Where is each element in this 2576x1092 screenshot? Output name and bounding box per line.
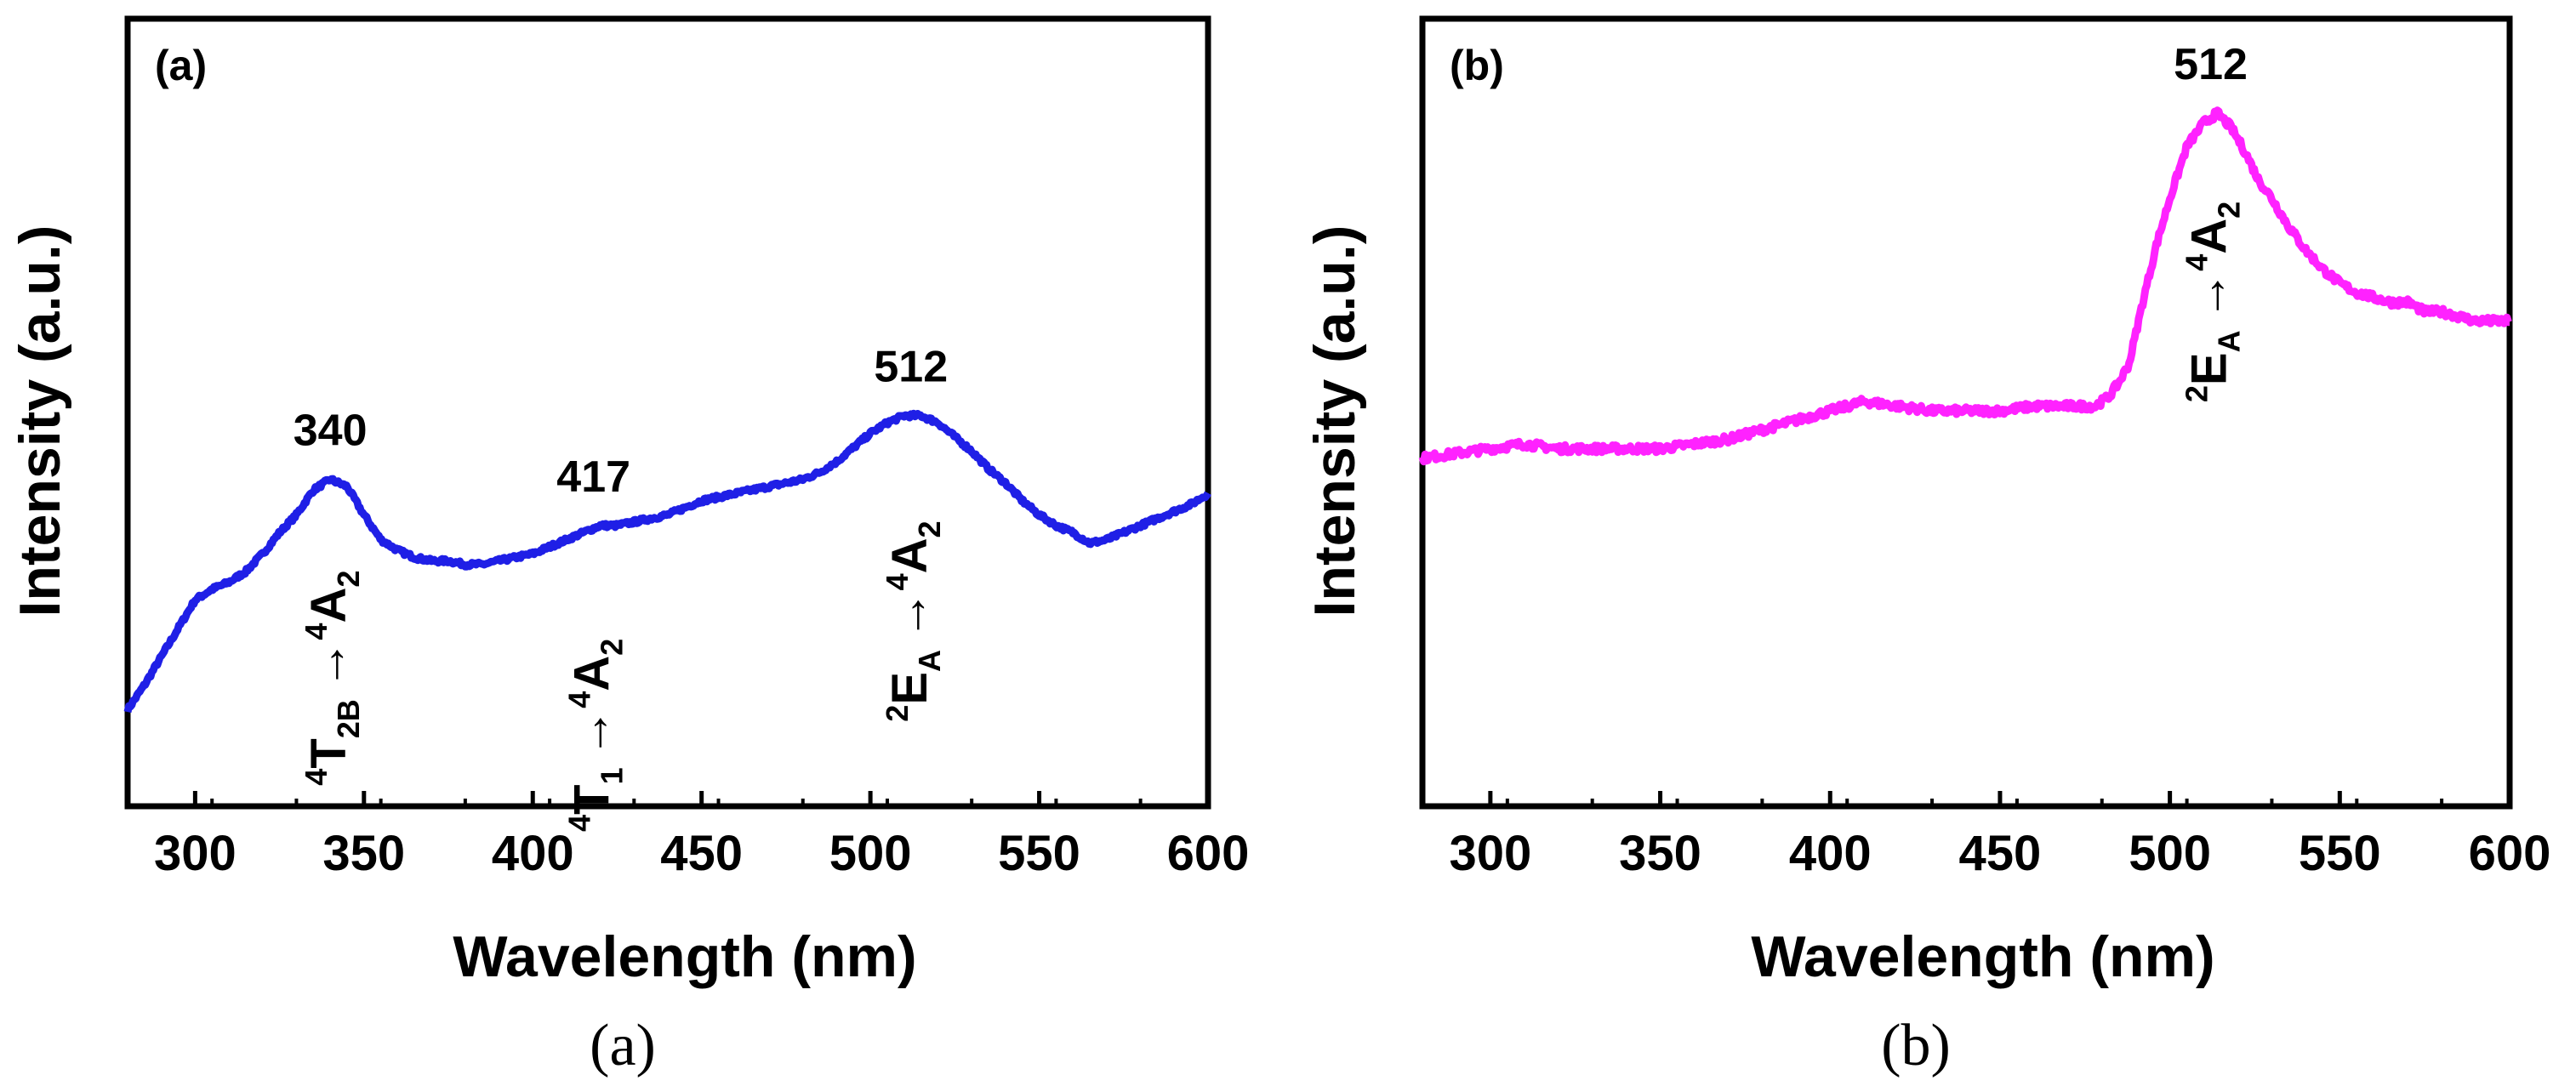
x-tick-label: 550 (998, 826, 1080, 881)
upper-state-subscript: 2 (912, 520, 947, 537)
peak-label: 512 (874, 343, 948, 392)
plot-frame (1419, 15, 2513, 810)
upper-state-spacer (301, 560, 356, 571)
transition-text: 4T1 →4A2 (562, 628, 630, 832)
transition-label: 2EA →4A2 (880, 511, 947, 722)
x-tick-label: 550 (2299, 826, 2381, 881)
transition-arrow-icon: → (882, 590, 938, 640)
lower-state-subscript: 2B (331, 699, 366, 738)
y-axis-title: Intensity (a.u.) (8, 225, 72, 617)
figure-caption-a: (a) (590, 1013, 656, 1078)
x-tick-label: 500 (829, 826, 912, 881)
upper-state-symbol: A (565, 656, 620, 691)
upper-state-multiplicity: 4 (562, 691, 597, 708)
lower-state-symbol: E (882, 672, 938, 705)
chart-panel-b: 300 350 400 450 500 550 600 Wavelength (nm) Inte… (1302, 15, 2551, 989)
upper-state-symbol: A (882, 537, 938, 573)
x-tick-label: 300 (1449, 826, 1531, 881)
x-tick-label: 600 (1167, 826, 1250, 881)
x-axis-title: Wavelength (nm) (453, 924, 916, 989)
figure-caption-b: (b) (1881, 1013, 1951, 1078)
lower-state-spacer (301, 690, 356, 700)
lower-state-spacer (882, 640, 938, 650)
lower-state-subscript: A (2212, 330, 2247, 352)
peak-label: 512 (2174, 40, 2248, 89)
upper-state-spacer (2182, 191, 2237, 202)
lower-state-subscript: A (912, 650, 947, 672)
x-tick-label: 400 (1789, 826, 1872, 881)
lower-state-multiplicity: 4 (299, 769, 333, 786)
x-axis-title: Wavelength (nm) (1751, 924, 2214, 989)
upper-state-multiplicity: 4 (880, 573, 915, 590)
spectrum-line (1418, 106, 2512, 466)
lower-state-spacer (565, 758, 620, 768)
x-tick-label: 450 (1959, 826, 2042, 881)
upper-state-symbol: A (2182, 219, 2237, 254)
lower-state-subscript: 1 (595, 767, 630, 784)
upper-state-spacer (882, 511, 938, 521)
chart-panel-a: 300 350 400 450 500 550 600 Wavelength (nm) Inte… (8, 15, 1250, 989)
transition-label: 4T2B →4A2 (299, 560, 366, 786)
upper-state-multiplicity: 4 (299, 623, 333, 640)
x-tick-label: 600 (2469, 826, 2551, 881)
transition-arrow-icon: → (2182, 271, 2237, 321)
x-tick-label: 450 (660, 826, 743, 881)
y-axis-title: Intensity (a.u.) (1302, 225, 1367, 617)
x-tick-label: 500 (2129, 826, 2211, 881)
transition-label: 2EA →4A2 (2180, 191, 2247, 402)
x-tick-label: 300 (154, 826, 237, 881)
transition-text: 2EA →4A2 (880, 511, 947, 722)
upper-state-subscript: 2 (331, 571, 366, 588)
peak-label: 340 (294, 407, 368, 456)
x-tick-label: 400 (492, 826, 574, 881)
upper-state-multiplicity: 4 (2180, 254, 2214, 271)
panel-label: (a) (155, 42, 207, 89)
upper-state-subscript: 2 (2212, 202, 2247, 219)
upper-state-symbol: A (301, 588, 356, 623)
lower-state-symbol: E (2182, 352, 2237, 385)
lower-state-symbol: T (565, 784, 620, 814)
transition-text: 4T2B →4A2 (299, 560, 366, 786)
lower-state-multiplicity: 4 (562, 815, 597, 832)
transition-label: 4T1 →4A2 (562, 628, 630, 832)
upper-state-subscript: 2 (595, 639, 630, 656)
peak-label: 417 (556, 452, 630, 502)
lower-state-spacer (2182, 321, 2237, 331)
x-tick-label: 350 (322, 826, 405, 881)
lower-state-multiplicity: 2 (2180, 385, 2214, 402)
transition-text: 2EA →4A2 (2180, 191, 2247, 402)
spectrum-line (123, 409, 1211, 714)
plot-frame (124, 15, 1211, 810)
lower-state-symbol: T (301, 738, 356, 768)
transition-arrow-icon: → (301, 640, 356, 690)
lower-state-multiplicity: 2 (880, 705, 915, 722)
panel-label: (b) (1450, 42, 1504, 89)
upper-state-spacer (565, 628, 620, 639)
transition-arrow-icon: → (565, 708, 620, 758)
x-tick-label: 350 (1619, 826, 1701, 881)
